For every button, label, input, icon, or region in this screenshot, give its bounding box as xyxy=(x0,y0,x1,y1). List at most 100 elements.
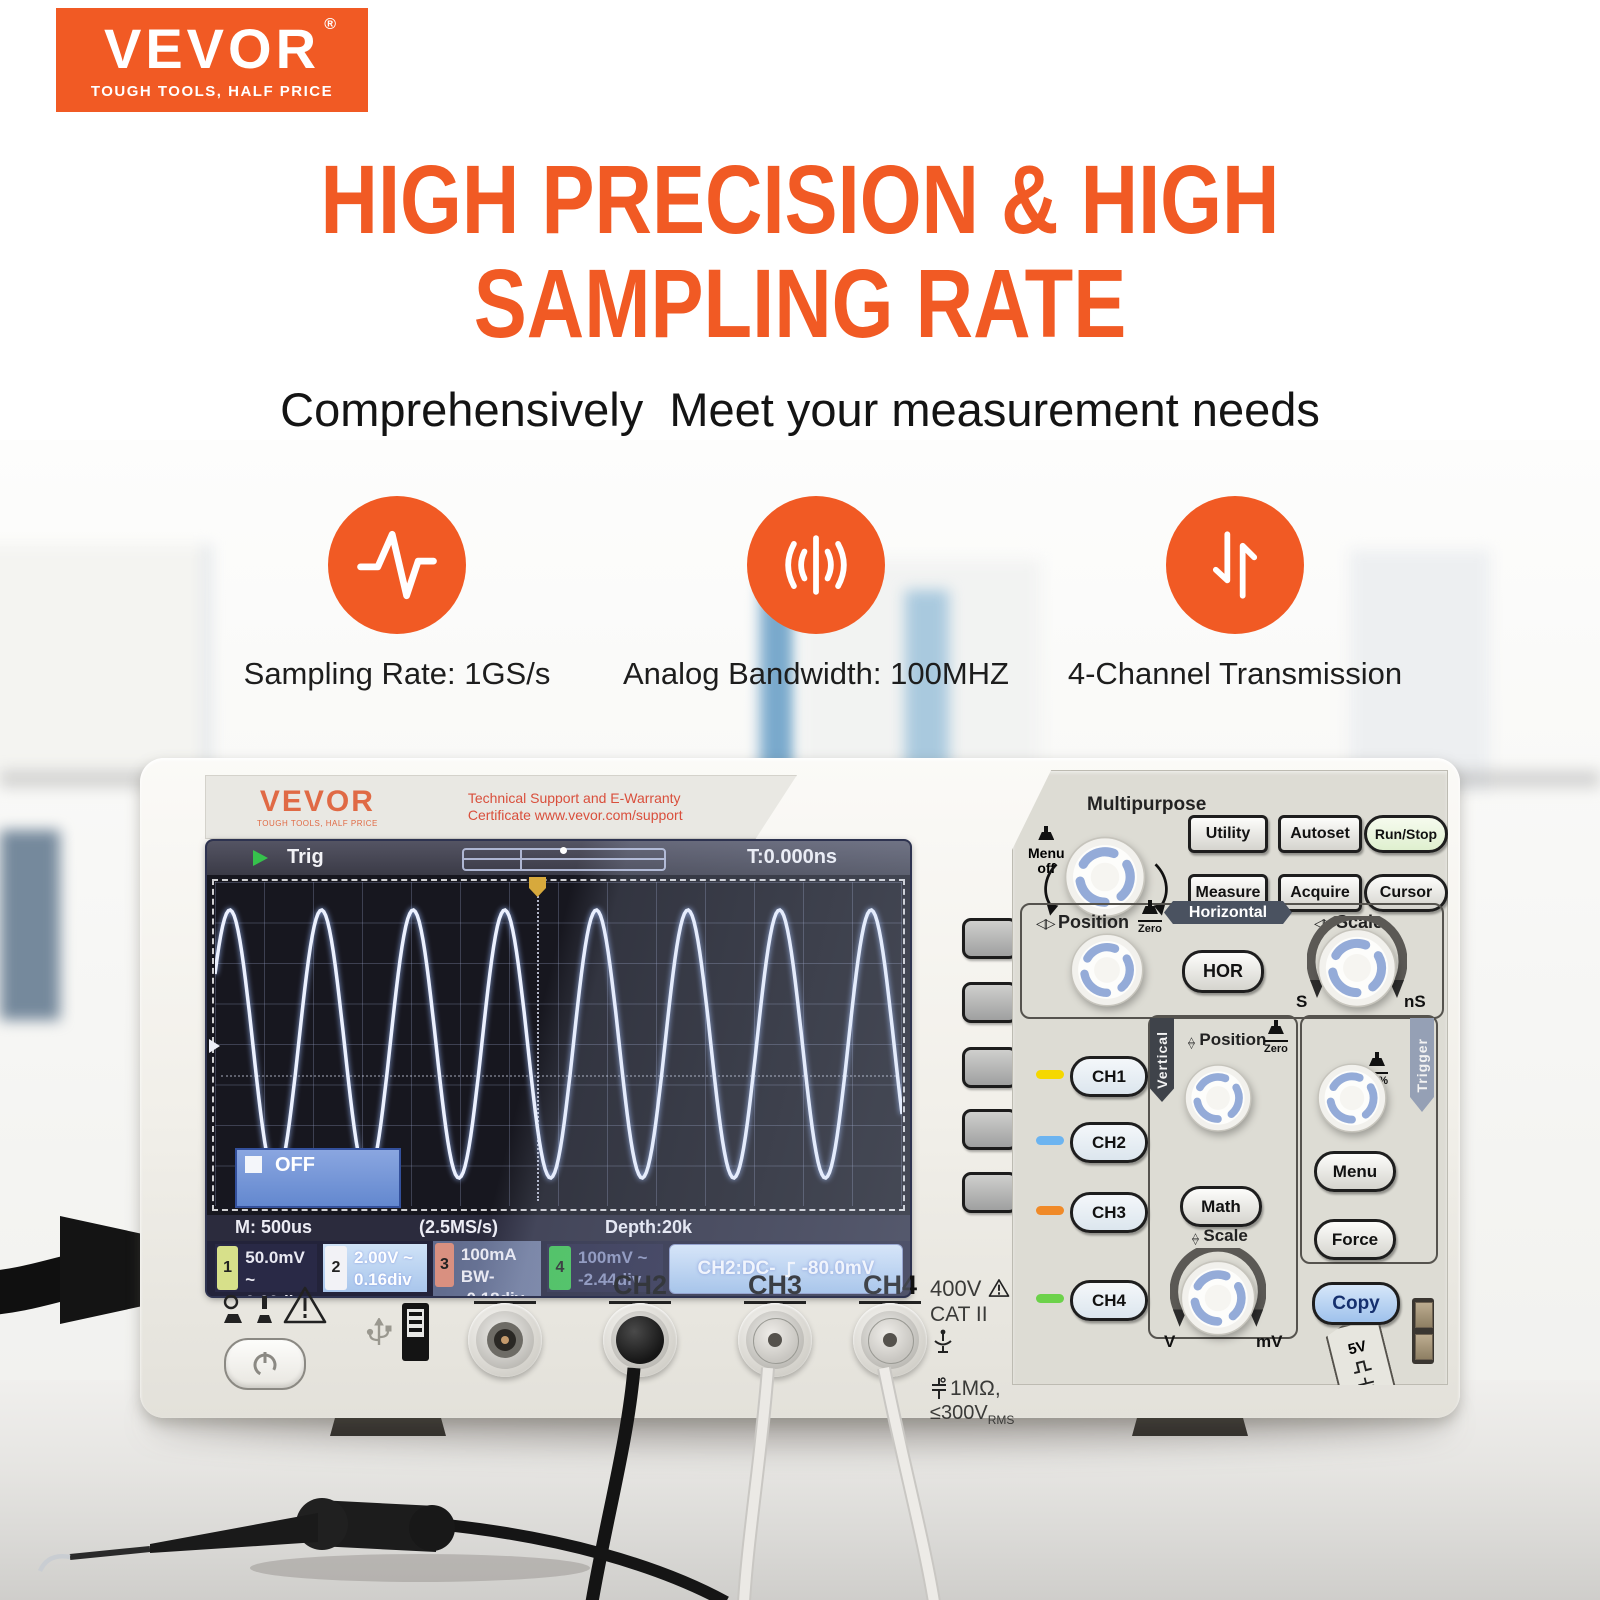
ch3-led xyxy=(1036,1206,1064,1215)
horizontal-zero-control: Zero xyxy=(1138,900,1162,935)
left-right-icon: ◁▷ xyxy=(1036,915,1055,931)
ch4-bnc-connector[interactable] xyxy=(853,1303,927,1377)
trigger-position-line xyxy=(537,881,539,1201)
background-books-left xyxy=(0,545,210,775)
ch1-readout: 1 50.0mV ~0.00div xyxy=(215,1244,317,1296)
push-knob-icon xyxy=(1038,826,1054,841)
control-panel: Multipurpose Menu off Utility Autoset Run… xyxy=(1012,770,1448,1385)
page-title: HIGH PRECISION & HIGH SAMPLING RATE xyxy=(320,145,1280,358)
signal-out-icon xyxy=(257,1296,272,1323)
bandwidth-signal-icon xyxy=(747,496,885,634)
nanoseconds-label: nS xyxy=(1404,992,1426,1011)
ratings-block: 400V CAT II 1MΩ, ≤300VRMS xyxy=(930,1276,1015,1428)
probe-comp-contacts[interactable] xyxy=(1412,1298,1434,1364)
ch2-probe-plug xyxy=(616,1316,664,1364)
screen-status-bar: Trig T:0.000ns xyxy=(207,841,910,875)
force-button[interactable]: Force xyxy=(1314,1219,1396,1260)
ch2-readout: 2 2.00V ~0.16div xyxy=(323,1244,427,1292)
push-knob-icon xyxy=(1369,1052,1385,1067)
run-stop-button[interactable]: Run/Stop xyxy=(1364,815,1448,853)
ch3-button[interactable]: CH3 xyxy=(1070,1192,1148,1233)
ch3-bnc-connector[interactable] xyxy=(738,1303,812,1377)
feature-label: Analog Bandwidth: 100MHZ xyxy=(622,656,1009,691)
warning-triangle-icon xyxy=(988,1279,1009,1297)
soft-key-3[interactable] xyxy=(962,1047,1018,1088)
up-down-icon: △ ▽ xyxy=(1192,1231,1199,1246)
feature-label: Sampling Rate: 1GS/s xyxy=(243,656,551,691)
usb-port[interactable] xyxy=(402,1303,429,1361)
push-knob-icon xyxy=(1142,900,1158,915)
menu-off-control: Menu off xyxy=(1028,826,1065,875)
ch4-readout: 4 100mV ~ -2.44div xyxy=(547,1244,663,1292)
background-shelf-object xyxy=(0,830,60,1020)
horizontal-position-label: ◁▷ Position xyxy=(1036,912,1129,932)
ch1-button[interactable]: CH1 xyxy=(1070,1056,1148,1097)
transfer-arrows-icon xyxy=(1166,496,1304,634)
ch4-probe-plug xyxy=(868,1318,914,1364)
ch4-led xyxy=(1036,1294,1064,1303)
horizontal-banner: Horizontal xyxy=(1164,901,1292,924)
ch1-led xyxy=(1036,1070,1064,1079)
vertical-ribbon: Vertical xyxy=(1150,1018,1174,1102)
registered-mark: ® xyxy=(324,15,341,33)
brand-name: VEVOR ® xyxy=(103,15,341,80)
timebase-readout: M: 500us xyxy=(235,1217,313,1237)
utility-button[interactable]: Utility xyxy=(1188,815,1268,853)
usb-icon xyxy=(366,1318,392,1345)
vertical-section xyxy=(1148,1015,1298,1339)
volts-label: V xyxy=(1164,1332,1176,1351)
feature-label: 4-Channel Transmission xyxy=(1067,656,1403,691)
device-label-plate: VEVOR TOUGH TOOLS, HALF PRICE Technical S… xyxy=(205,775,797,839)
page-subtitle: Comprehensively Meet your measurement ne… xyxy=(280,383,1320,436)
multipurpose-label: Multipurpose xyxy=(1087,794,1207,815)
trigger-section xyxy=(1300,1015,1438,1264)
rising-edge-icon xyxy=(782,1261,795,1278)
pulse-wave-icon xyxy=(328,496,466,634)
probe-on-desk xyxy=(37,1498,729,1600)
trigger-menu-button[interactable]: Menu xyxy=(1314,1151,1396,1192)
ch3-port-label: CH3 xyxy=(730,1270,820,1304)
ch2-bnc-connector[interactable] xyxy=(603,1303,677,1377)
ch4-button[interactable]: CH4 xyxy=(1070,1280,1148,1321)
vertical-zero-control: Zero xyxy=(1264,1020,1288,1055)
hor-button[interactable]: HOR xyxy=(1182,950,1264,993)
feature-transmission: 4-Channel Transmission xyxy=(1015,496,1455,692)
ch1-bnc-connector[interactable] xyxy=(468,1303,542,1377)
background-books-right xyxy=(1350,550,1490,790)
plate-support-text: Technical Support and E-Warranty Certifi… xyxy=(467,789,683,824)
feature-bandwidth: Analog Bandwidth: 100MHZ xyxy=(596,496,1036,692)
sine-waveform xyxy=(215,907,902,1181)
ch2-led xyxy=(1036,1136,1064,1145)
trigger-ribbon: Trigger xyxy=(1410,1018,1434,1112)
trig-label: Trig xyxy=(287,846,324,868)
trigger-level-marker xyxy=(209,1039,220,1053)
trig-run-icon xyxy=(253,850,268,866)
probe-cal-icon xyxy=(223,1294,242,1323)
copy-button[interactable]: Copy xyxy=(1312,1282,1400,1325)
trigger-time-readout: T:0.000ns xyxy=(747,846,838,868)
vertical-position-label: △ ▽ Position xyxy=(1188,1030,1267,1050)
acquire-button[interactable]: Acquire xyxy=(1278,874,1362,912)
ch4-port-label: CH4 xyxy=(845,1270,935,1304)
feature-sampling-rate: Sampling Rate: 1GS/s xyxy=(177,496,617,692)
background-book-lightblue xyxy=(905,590,949,790)
chassis-ground-icon xyxy=(1355,1374,1379,1396)
off-checkbox xyxy=(245,1156,262,1173)
trigger-position-marker xyxy=(529,877,546,897)
seconds-label: S xyxy=(1296,992,1308,1011)
probe-comp-badge: 5V xyxy=(1324,1317,1400,1418)
autoset-button[interactable]: Autoset xyxy=(1278,815,1362,853)
power-button[interactable] xyxy=(224,1338,306,1390)
ch3-probe-plug xyxy=(753,1318,799,1364)
depth-readout: Depth:20k xyxy=(605,1217,693,1237)
plate-brand: VEVOR TOUGH TOOLS, HALF PRICE xyxy=(257,784,378,828)
math-button[interactable]: Math xyxy=(1180,1186,1262,1227)
sample-rate-readout: (2.5MS/s) xyxy=(419,1217,499,1237)
trigger-readout: CH2:DC- -80.0mV xyxy=(669,1244,903,1294)
vevor-logo: VEVOR ® TOUGH TOOLS, HALF PRICE xyxy=(56,8,368,112)
ch2-button[interactable]: CH2 xyxy=(1070,1122,1148,1163)
front-warning-icons xyxy=(222,1284,328,1326)
brand-tagline: TOUGH TOOLS, HALF PRICE xyxy=(90,82,334,100)
